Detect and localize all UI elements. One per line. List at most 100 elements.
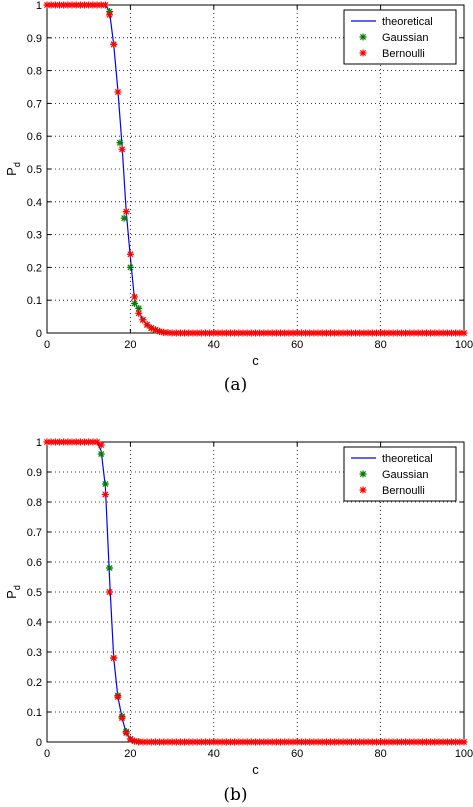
bernoulli-marker — [385, 329, 393, 337]
bernoulli-marker — [439, 738, 447, 746]
bernoulli-marker — [72, 438, 80, 446]
bernoulli-marker — [331, 738, 339, 746]
bernoulli-marker — [347, 329, 355, 337]
y-axis-label: Pd — [4, 585, 22, 599]
bernoulli-marker — [243, 738, 251, 746]
bernoulli-marker — [76, 1, 84, 9]
bernoulli-marker — [452, 738, 460, 746]
bernoulli-marker — [122, 729, 130, 737]
bernoulli-marker — [322, 738, 330, 746]
bernoulli-marker — [331, 329, 339, 337]
bernoulli-marker — [339, 329, 347, 337]
bernoulli-marker — [135, 309, 143, 317]
bernoulli-marker — [293, 738, 301, 746]
bernoulli-marker — [452, 329, 460, 337]
bernoulli-marker — [435, 738, 443, 746]
bernoulli-marker — [160, 328, 168, 336]
bernoulli-marker — [460, 329, 468, 337]
bernoulli-marker — [206, 738, 214, 746]
y-tick-label: 0.5 — [27, 164, 42, 176]
bernoulli-marker — [164, 329, 172, 337]
bernoulli-marker — [210, 329, 218, 337]
legend-marker-swatch — [359, 486, 367, 494]
bernoulli-marker — [193, 738, 201, 746]
bernoulli-marker — [93, 1, 101, 9]
bernoulli-marker — [368, 738, 376, 746]
bernoulli-marker — [172, 738, 180, 746]
bernoulli-marker — [47, 1, 55, 9]
y-tick-label: 0.9 — [27, 33, 42, 45]
legend-label: Bernoulli — [382, 485, 425, 497]
bernoulli-marker — [168, 738, 176, 746]
bernoulli-marker — [302, 329, 310, 337]
bernoulli-marker — [101, 491, 109, 498]
bernoulli-marker — [268, 329, 276, 337]
bernoulli-marker — [122, 208, 130, 216]
bernoulli-marker — [189, 738, 197, 746]
bernoulli-marker — [356, 329, 364, 337]
bernoulli-marker — [147, 738, 155, 746]
bernoulli-marker — [402, 738, 410, 746]
bernoulli-marker — [239, 329, 247, 337]
bernoulli-marker — [310, 738, 318, 746]
bernoulli-marker — [56, 438, 64, 446]
legend: theoretical Gaussian Bernoulli — [343, 9, 457, 65]
bernoulli-marker — [85, 438, 93, 446]
bernoulli-marker — [389, 738, 397, 746]
bernoulli-marker — [285, 329, 293, 337]
bernoulli-marker — [231, 738, 239, 746]
bernoulli-marker — [143, 738, 151, 746]
bernoulli-marker — [427, 329, 435, 337]
x-tick-label: 20 — [124, 748, 136, 760]
bernoulli-marker — [97, 441, 105, 449]
bernoulli-marker — [393, 329, 401, 337]
bernoulli-marker — [264, 329, 272, 337]
bernoulli-marker — [322, 329, 330, 337]
bernoulli-marker — [89, 438, 97, 446]
y-tick-label: 1 — [36, 437, 42, 449]
legend-marker-swatch — [359, 49, 367, 57]
bernoulli-marker — [201, 738, 209, 746]
figure-caption: (b) — [223, 785, 247, 805]
legend-marker-swatch — [359, 33, 367, 41]
bernoulli-marker — [135, 738, 143, 746]
bernoulli-marker — [272, 329, 280, 337]
bernoulli-marker — [260, 329, 268, 337]
bernoulli-marker — [243, 329, 251, 337]
bernoulli-marker — [285, 738, 293, 746]
bernoulli-marker — [97, 1, 105, 9]
bernoulli-marker — [93, 438, 101, 446]
y-tick-label: 0.2 — [27, 262, 42, 274]
x-axis-label: c — [252, 762, 259, 777]
bernoulli-marker — [306, 738, 314, 746]
bernoulli-marker — [418, 329, 426, 337]
y-tick-label: 0.1 — [27, 707, 42, 719]
x-axis-label: c — [252, 353, 259, 368]
x-tick-label: 100 — [455, 748, 473, 760]
bernoulli-marker — [172, 329, 180, 337]
bernoulli-marker — [168, 329, 176, 337]
bernoulli-marker — [360, 738, 368, 746]
series-markers-bernoulli — [43, 1, 468, 337]
y-tick-label: 0 — [36, 328, 42, 340]
bernoulli-marker — [389, 329, 397, 337]
bernoulli-marker — [343, 738, 351, 746]
bernoulli-marker — [414, 738, 422, 746]
bernoulli-marker — [185, 329, 193, 337]
y-tick-label: 0.9 — [27, 467, 42, 479]
bernoulli-marker — [447, 329, 455, 337]
bernoulli-marker — [385, 738, 393, 746]
bernoulli-marker — [410, 738, 418, 746]
legend-marker-swatch — [359, 470, 367, 478]
bernoulli-marker — [85, 1, 93, 9]
bernoulli-marker — [422, 329, 430, 337]
bernoulli-marker — [260, 738, 268, 746]
bernoulli-marker — [239, 738, 247, 746]
gaussian-marker — [120, 214, 128, 222]
chart-panel-a: 0 20 40 60 80 100 0 0.1 0.2 0.3 0.4 0.5 0.6 0.7 0.8 0.9… — [4, 0, 473, 395]
bernoulli-marker — [43, 1, 51, 9]
bernoulli-marker — [210, 738, 218, 746]
bernoulli-marker — [206, 329, 214, 337]
bernoulli-marker — [281, 329, 289, 337]
bernoulli-marker — [343, 329, 351, 337]
